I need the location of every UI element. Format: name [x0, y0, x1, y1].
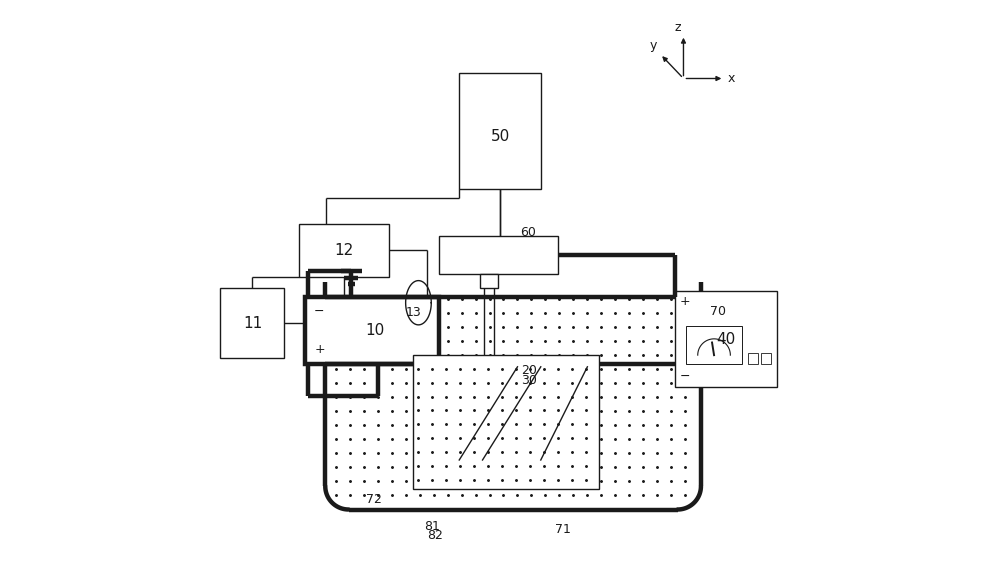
- Bar: [439, 236, 558, 273]
- Text: −: −: [314, 305, 325, 318]
- Text: 11: 11: [243, 316, 262, 330]
- Bar: [459, 73, 541, 189]
- Text: −: −: [680, 370, 690, 383]
- Bar: [299, 224, 389, 276]
- Bar: [761, 353, 771, 364]
- Text: 72: 72: [366, 493, 382, 506]
- Text: 13: 13: [406, 306, 421, 319]
- Text: +: +: [314, 343, 325, 356]
- Text: y: y: [649, 39, 657, 52]
- Bar: [479, 382, 499, 396]
- Bar: [220, 288, 284, 358]
- Text: 12: 12: [334, 243, 354, 258]
- Bar: [675, 291, 777, 387]
- Text: 30: 30: [521, 374, 537, 387]
- Text: +: +: [680, 295, 691, 308]
- Text: 40: 40: [716, 332, 736, 347]
- Text: 10: 10: [365, 323, 384, 338]
- Bar: [480, 273, 498, 288]
- Text: 82: 82: [427, 529, 443, 542]
- Bar: [305, 297, 439, 364]
- Text: z: z: [674, 21, 681, 34]
- Bar: [686, 326, 742, 364]
- Text: 50: 50: [490, 129, 510, 144]
- Bar: [413, 355, 599, 489]
- Text: 20: 20: [521, 365, 537, 377]
- Text: 71: 71: [555, 523, 571, 536]
- Bar: [748, 353, 758, 364]
- Text: 70: 70: [710, 305, 726, 318]
- Bar: [485, 242, 515, 259]
- Text: x: x: [728, 72, 735, 85]
- Text: 81: 81: [424, 520, 440, 533]
- Text: 60: 60: [520, 226, 536, 239]
